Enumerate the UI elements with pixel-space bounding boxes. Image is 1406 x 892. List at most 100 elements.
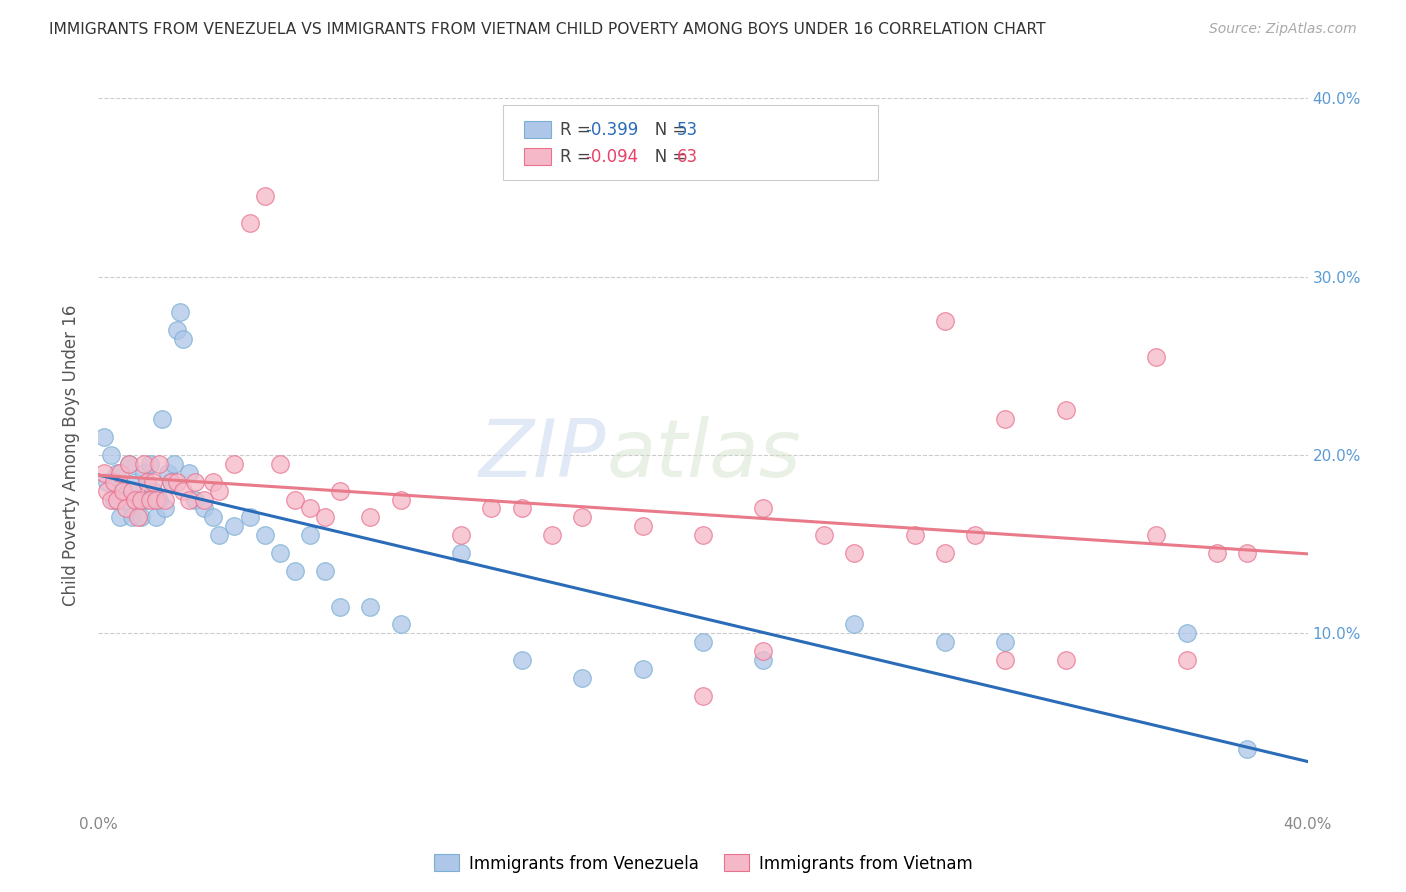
Text: N =: N =	[638, 148, 692, 166]
Point	[329, 599, 352, 614]
Point	[96, 483, 118, 498]
Point	[510, 653, 533, 667]
Point	[153, 492, 176, 507]
Point	[139, 492, 162, 507]
FancyBboxPatch shape	[524, 121, 551, 138]
Point	[1175, 626, 1198, 640]
Point	[844, 617, 866, 632]
Point	[114, 501, 136, 516]
Point	[202, 475, 225, 489]
Point	[1175, 653, 1198, 667]
Point	[314, 564, 336, 578]
Point	[108, 466, 131, 480]
Point	[239, 216, 262, 230]
Point	[100, 448, 122, 462]
Point	[692, 528, 714, 542]
Point	[284, 492, 307, 507]
Point	[631, 662, 654, 676]
Point	[752, 501, 775, 516]
Point	[142, 483, 165, 498]
Point	[269, 457, 291, 471]
Point	[202, 510, 225, 524]
Point	[118, 457, 141, 471]
Point	[145, 492, 167, 507]
Point	[193, 492, 215, 507]
Point	[224, 457, 246, 471]
Point	[179, 466, 201, 480]
Text: 63: 63	[676, 148, 697, 166]
Point	[253, 189, 276, 203]
Point	[166, 475, 188, 489]
Text: atlas: atlas	[606, 416, 801, 494]
Point	[129, 492, 152, 507]
Point	[844, 546, 866, 560]
Text: ZIP: ZIP	[479, 416, 606, 494]
Point	[172, 332, 194, 346]
FancyBboxPatch shape	[503, 105, 879, 180]
Text: 53: 53	[676, 120, 697, 138]
Point	[103, 492, 125, 507]
Point	[135, 492, 157, 507]
Point	[1054, 653, 1077, 667]
Point	[160, 475, 183, 489]
Point	[481, 501, 503, 516]
Point	[269, 546, 291, 560]
Point	[132, 457, 155, 471]
Text: -0.094: -0.094	[586, 148, 638, 166]
Point	[153, 501, 176, 516]
Point	[145, 510, 167, 524]
Point	[160, 475, 183, 489]
Text: N =: N =	[638, 120, 692, 138]
Point	[1144, 528, 1167, 542]
Point	[752, 653, 775, 667]
Point	[934, 635, 956, 649]
Text: R =: R =	[561, 120, 596, 138]
Point	[631, 519, 654, 533]
Y-axis label: Child Poverty Among Boys Under 16: Child Poverty Among Boys Under 16	[62, 304, 80, 606]
Point	[111, 483, 134, 498]
Point	[132, 466, 155, 480]
Point	[510, 501, 533, 516]
FancyBboxPatch shape	[524, 148, 551, 165]
Point	[994, 653, 1017, 667]
Point	[96, 475, 118, 489]
Point	[121, 510, 143, 524]
Point	[124, 475, 146, 489]
Point	[299, 501, 322, 516]
Point	[1236, 546, 1258, 560]
Point	[571, 671, 593, 685]
Point	[103, 475, 125, 489]
Point	[121, 483, 143, 498]
Point	[93, 466, 115, 480]
Point	[540, 528, 562, 542]
Legend: Immigrants from Venezuela, Immigrants from Vietnam: Immigrants from Venezuela, Immigrants fr…	[427, 847, 979, 880]
Point	[142, 475, 165, 489]
Point	[752, 644, 775, 658]
Point	[1236, 742, 1258, 756]
Point	[389, 617, 412, 632]
Point	[360, 599, 382, 614]
Point	[148, 492, 170, 507]
Point	[105, 466, 128, 480]
Point	[1144, 350, 1167, 364]
Point	[127, 492, 149, 507]
Point	[299, 528, 322, 542]
Text: R =: R =	[561, 148, 596, 166]
Text: Source: ZipAtlas.com: Source: ZipAtlas.com	[1209, 22, 1357, 37]
Point	[314, 510, 336, 524]
Point	[179, 492, 201, 507]
Point	[813, 528, 835, 542]
Point	[692, 689, 714, 703]
Point	[965, 528, 987, 542]
Point	[934, 546, 956, 560]
Point	[1054, 403, 1077, 417]
Point	[127, 510, 149, 524]
Point	[934, 314, 956, 328]
Point	[450, 528, 472, 542]
Point	[111, 483, 134, 498]
Point	[150, 412, 173, 426]
Point	[571, 510, 593, 524]
Point	[172, 483, 194, 498]
Point	[284, 564, 307, 578]
Point	[994, 412, 1017, 426]
